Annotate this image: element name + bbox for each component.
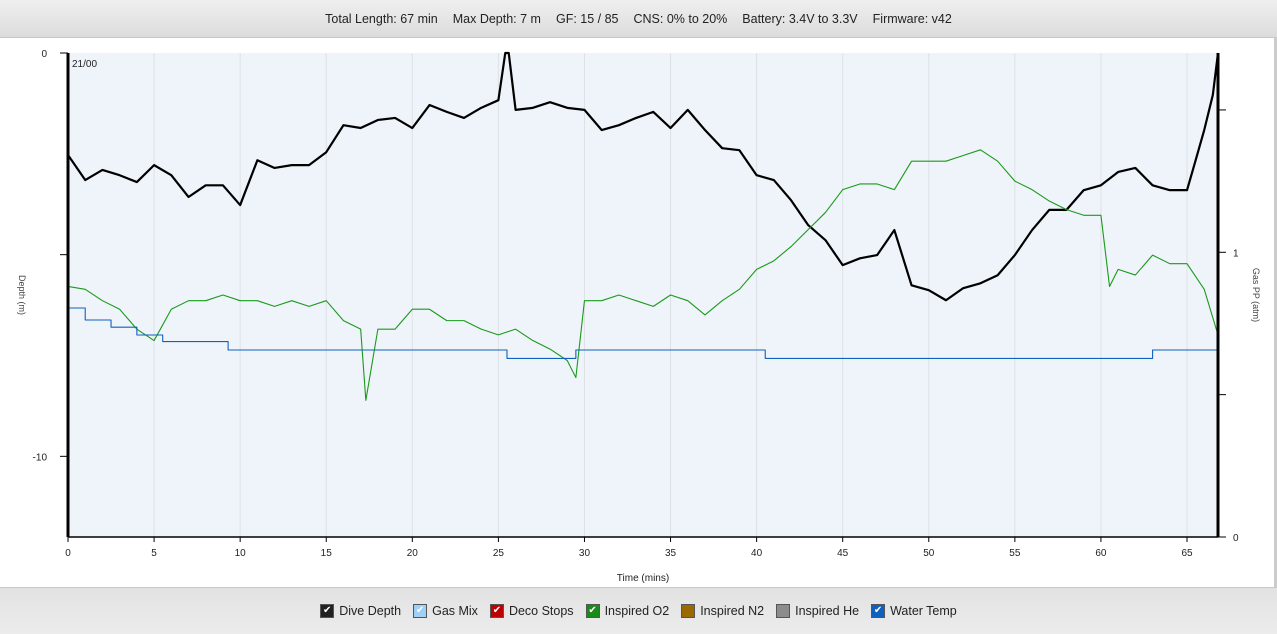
y2-axis-label: Gas PP (atm) [1251, 268, 1261, 322]
series-inspired-o2 [67, 149, 1219, 401]
y2-tick-label: 0 [1233, 533, 1239, 544]
checkbox-unchecked-icon[interactable] [681, 604, 696, 618]
legend-toggle-gas-mix[interactable]: ✔ Gas Mix [413, 604, 478, 618]
temp-annotation: 21/00 [72, 59, 97, 70]
legend-label: Deco Stops [508, 604, 574, 618]
legend-toggle-deco-stops[interactable]: ✔ Deco Stops [489, 604, 574, 618]
x-tick-label: 50 [923, 548, 935, 559]
x-tick-label: 40 [751, 548, 763, 559]
checkbox-checked-icon[interactable]: ✔ [489, 604, 504, 618]
x-tick-label: 25 [493, 548, 505, 559]
plot-area [68, 53, 1218, 537]
legend-label: Inspired O2 [604, 604, 670, 618]
scrollbar[interactable] [1274, 38, 1277, 587]
checkbox-unchecked-icon[interactable] [776, 604, 791, 618]
summary-cns: CNS: 0% to 20% [633, 11, 728, 26]
checkbox-checked-icon[interactable]: ✔ [413, 604, 428, 618]
legend-toggle-dive-depth[interactable]: ✔ Dive Depth [320, 604, 401, 618]
x-axis-label: Time (mins) [617, 573, 669, 584]
summary-total-length: Total Length: 67 min [325, 11, 438, 26]
x-tick-label: 0 [65, 548, 71, 559]
x-tick-label: 65 [1181, 548, 1193, 559]
legend-label: Inspired N2 [700, 604, 765, 618]
y-axis-label: Depth (m) [17, 275, 27, 315]
x-tick-label: 30 [579, 548, 591, 559]
y2-tick-label: 1 [1233, 248, 1239, 259]
dive-summary-bar: Total Length: 67 min Max Depth: 7 m GF: … [0, 0, 1277, 38]
legend-label: Water Temp [890, 604, 957, 618]
x-tick-label: 20 [407, 548, 419, 559]
series-dive-depth [67, 51, 1220, 302]
summary-max-depth: Max Depth: 7 m [452, 11, 541, 26]
dive-profile-chart: 0 5 10 15 20 25 30 35 40 45 50 55 60 65 21/00 0 -10 0 1 Tim… [17, 49, 1261, 584]
legend-toggle-inspired-o2[interactable]: ✔ Inspired O2 [585, 604, 670, 618]
y-tick-label: -10 [33, 452, 48, 463]
series-water-temp [68, 307, 1218, 359]
summary-battery: Battery: 3.4V to 3.3V [742, 11, 858, 26]
x-tick-label: 10 [235, 548, 247, 559]
x-tick-label: 45 [837, 548, 849, 559]
legend-toggle-inspired-n2[interactable]: Inspired N2 [681, 604, 764, 618]
legend: ✔ Dive Depth ✔ Gas Mix ✔ Deco Stops ✔ Inspired … [0, 587, 1277, 634]
summary-firmware: Firmware: v42 [872, 11, 952, 26]
legend-label: Inspired He [795, 604, 860, 618]
y-tick-label: 0 [41, 49, 47, 60]
legend-label: Gas Mix [432, 604, 478, 618]
checkbox-checked-icon[interactable]: ✔ [585, 604, 600, 618]
x-tick-label: 55 [1009, 548, 1021, 559]
x-tick-label: 5 [151, 548, 157, 559]
x-tick-label: 15 [321, 548, 333, 559]
summary-gf: GF: 15 / 85 [555, 11, 619, 26]
legend-toggle-water-temp[interactable]: ✔ Water Temp [871, 604, 957, 618]
checkbox-checked-icon[interactable]: ✔ [871, 604, 886, 618]
checkbox-checked-icon[interactable]: ✔ [320, 604, 335, 618]
legend-toggle-inspired-he[interactable]: Inspired He [776, 604, 859, 618]
legend-label: Dive Depth [339, 604, 402, 618]
x-tick-label: 60 [1095, 548, 1107, 559]
x-tick-label: 35 [665, 548, 677, 559]
